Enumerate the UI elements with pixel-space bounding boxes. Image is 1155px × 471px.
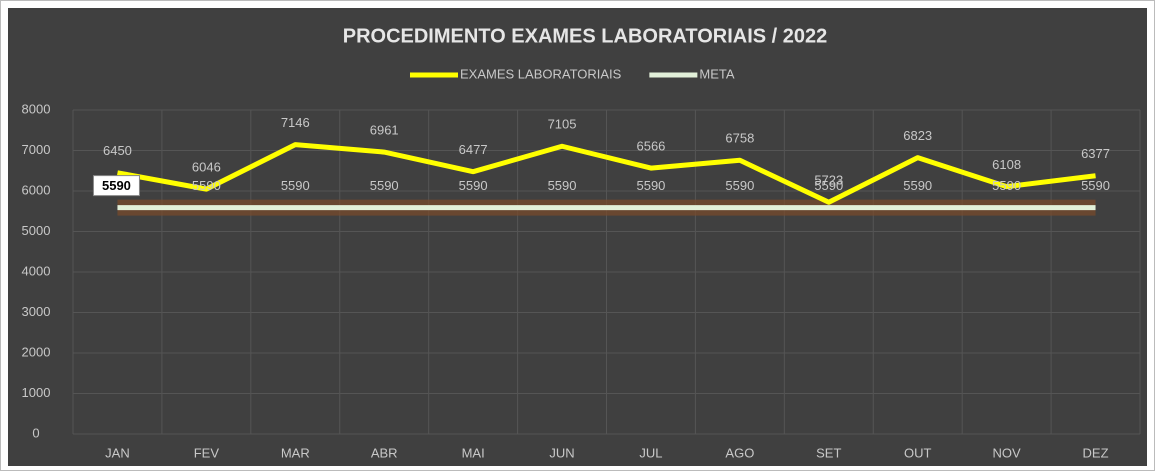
x-tick-label: DEZ: [1083, 445, 1109, 460]
y-tick-label: 7000: [22, 142, 51, 157]
y-tick-label: 4000: [22, 263, 51, 278]
series-line: [117, 142, 1096, 205]
data-label: 6046: [192, 160, 221, 175]
x-tick-label: MAI: [462, 445, 485, 460]
chart-title: PROCEDIMENTO EXAMES LABORATORIAIS / 2022: [343, 25, 828, 47]
data-label: 5590: [636, 178, 665, 193]
x-tick-label: SET: [816, 445, 841, 460]
x-tick-label: OUT: [904, 445, 932, 460]
data-label: 5590: [725, 178, 754, 193]
x-tick-label: ABR: [371, 445, 398, 460]
data-label: 5590: [370, 178, 399, 193]
data-label: 7105: [548, 117, 577, 132]
x-tick-label: JUL: [639, 445, 662, 460]
data-label: 5590: [1081, 178, 1110, 193]
data-label: 5590: [459, 178, 488, 193]
x-tick-label: AGO: [725, 445, 754, 460]
chart-area: [8, 8, 1147, 466]
data-label: 6477: [459, 142, 488, 157]
x-tick-label: FEV: [194, 445, 220, 460]
y-tick-label: 3000: [22, 304, 51, 319]
data-label: 5723: [814, 173, 843, 188]
data-label: 5590: [102, 178, 131, 193]
x-tick-label: JUN: [549, 445, 574, 460]
data-label: 6823: [903, 128, 932, 143]
x-tick-label: JAN: [105, 445, 130, 460]
data-label: 6566: [636, 139, 665, 154]
y-tick-label: 1000: [22, 385, 51, 400]
label-box: [92, 175, 140, 197]
data-label: 5590: [903, 178, 932, 193]
data-label: 6758: [725, 131, 754, 146]
data-label: 5590: [992, 178, 1021, 193]
data-label: 5590: [281, 178, 310, 193]
y-tick-label: 0: [32, 425, 39, 440]
data-label: 5590: [814, 178, 843, 193]
data-label: 6450: [103, 143, 132, 158]
x-tick-label: MAR: [281, 445, 310, 460]
y-tick-label: 2000: [22, 344, 51, 359]
data-label: 6108: [992, 157, 1021, 172]
y-tick-label: 8000: [22, 101, 51, 116]
x-tick-label: NOV: [993, 445, 1022, 460]
legend-label: EXAMES LABORATORIAIS: [460, 66, 622, 81]
legend-label: META: [699, 66, 734, 81]
data-label: 5590: [548, 178, 577, 193]
data-label: 6377: [1081, 146, 1110, 161]
data-label: 7146: [281, 115, 310, 130]
data-label: 6961: [370, 123, 399, 138]
data-label: 5590: [192, 178, 221, 193]
y-tick-label: 5000: [22, 223, 51, 238]
y-tick-label: 6000: [22, 182, 51, 197]
